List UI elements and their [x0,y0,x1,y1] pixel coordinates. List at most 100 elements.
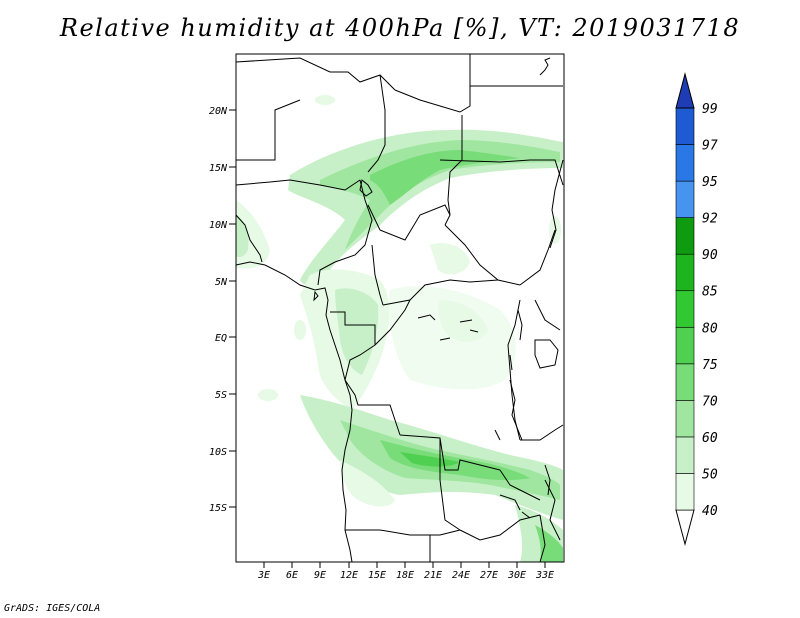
lat-label-10s: 10S [209,447,227,458]
lon-label-24e: 24E [452,570,470,581]
colorbar-label-70: 70 [702,394,718,409]
lat-label-5s: 5S [215,390,227,401]
boundary-mozambique [539,514,546,563]
boundary-niger-nigeria [235,179,361,191]
lat-label-15s: 15S [209,503,227,514]
colorbar: 40 50 60 70 75 80 85 90 92 95 97 99 [675,72,718,546]
humidity-patch-1 [294,320,306,340]
lat-label-20n: 20N [209,106,228,117]
coast-red-sea [549,159,564,249]
country-boundaries [235,54,564,563]
humidity-southwest [340,460,395,507]
boundary-cameroon-car [371,244,384,306]
lat-label-10n: 10N [209,220,228,231]
lon-label-27e: 27E [480,570,498,581]
humidity-plume-central-core [335,288,379,375]
humidity-band-south-inner [380,440,530,481]
boundary-malawi [544,479,561,541]
colorbar-box-97-99 [675,107,695,145]
lon-label-33e: 33E [535,570,554,581]
colorbar-arrow-high [675,72,695,109]
boundary-gabon-congo [330,311,376,381]
boundary-tanzania [520,424,564,441]
boundary-mali-niger [236,99,301,161]
lat-label-5n: 5N [215,277,228,288]
humidity-west-patch [236,215,249,258]
colorbar-label-40: 40 [702,504,718,519]
boundary-angola-zambia [439,438,461,531]
humidity-southeast-core [535,525,563,562]
lon-label-15e: 15E [368,570,386,581]
humidity-band-north-inner [370,150,520,205]
coast-lake-chad [359,179,373,197]
boundary-niger-chad [367,74,386,173]
colorbar-label-90: 90 [702,248,718,263]
humidity-band-north-core [320,140,560,250]
humidity-band-south-peak [400,452,460,467]
lake-kivu [509,354,513,371]
lon-label-12e: 12E [340,570,358,581]
coast-west-africa [235,261,353,563]
boundary-sudan-ethiopia [439,159,564,186]
lake-victoria [534,339,559,369]
boundary-uganda-kenya [534,299,561,331]
colorbar-box-40-50 [675,473,695,511]
boundary-south-sudan-east [519,229,556,286]
colorbar-label-60: 60 [702,431,718,446]
lat-label-eq: EQ [215,333,227,344]
boundary-zambia-zimbabwe [459,514,541,541]
colorbar-label-92: 92 [702,212,718,227]
river-congo-patch-1 [417,314,436,321]
colorbar-box-80-85 [675,290,695,328]
lon-label-6e: 6E [286,570,298,581]
coast-guinea-west [235,214,263,263]
lon-label-9e: 9E [314,570,326,581]
humidity-field [236,95,563,562]
map-frame [235,53,565,563]
credit-text: GrADS: IGES/COLA [4,603,101,614]
boundary-drc-east [507,299,521,441]
boundary-libya-egypt [469,85,563,106]
lake-southeast-1 [499,494,521,511]
bioko-island [313,290,319,302]
humidity-patch-3 [315,95,335,105]
colorbar-box-75-80 [675,326,695,365]
boundary-car-drc [382,279,499,306]
colorbar-label-80: 80 [702,321,718,336]
lake-tanganyika [509,379,523,441]
colorbar-box-60-70 [675,400,695,438]
boundary-nigeria-cameroon [317,179,373,286]
coastlines [235,57,564,563]
coast-mediterranean [539,57,551,76]
lon-label-18e: 18E [396,570,414,581]
humidity-east-pocket [430,243,470,275]
boundary-drc-zambia [499,469,541,501]
colorbar-label-85: 85 [702,285,718,300]
lake-southeast-2 [521,511,531,519]
river-congo-patch-4 [469,329,479,333]
lake-albert [517,309,523,341]
boundary-car-sudan [444,224,521,286]
colorbar-label-75: 75 [702,358,718,373]
latitude-axis: 20N 15N 10N 5N EQ 5S 10S 15S [209,106,236,514]
colorbar-arrow-low [675,509,695,546]
lon-label-21e: 21E [424,570,442,581]
river-congo-patch-2 [459,319,473,323]
lon-label-3e: 3E [257,570,270,581]
map-title: Relative humidity at 400hPa [%], VT: 201… [59,14,741,42]
boundary-drc-angola-north [344,379,401,436]
colorbar-box-90-92 [675,217,695,255]
colorbar-box-70-75 [675,363,695,401]
boundary-angola-namibia [345,529,461,536]
boundary-chad-car [367,204,451,241]
colorbar-label-99: 99 [702,102,718,117]
colorbar-label-50: 50 [702,467,718,482]
river-congo-patch-3 [439,337,451,341]
colorbar-box-95-97 [675,144,695,182]
lon-label-30e: 30E [507,570,526,581]
boundary-congo-drc [374,299,411,346]
colorbar-box-50-60 [675,436,695,474]
colorbar-box-92-95 [675,180,695,218]
longitude-axis: 3E 6E 9E 12E 15E 18E 21E 24E 27E 30E 33E [257,562,554,581]
